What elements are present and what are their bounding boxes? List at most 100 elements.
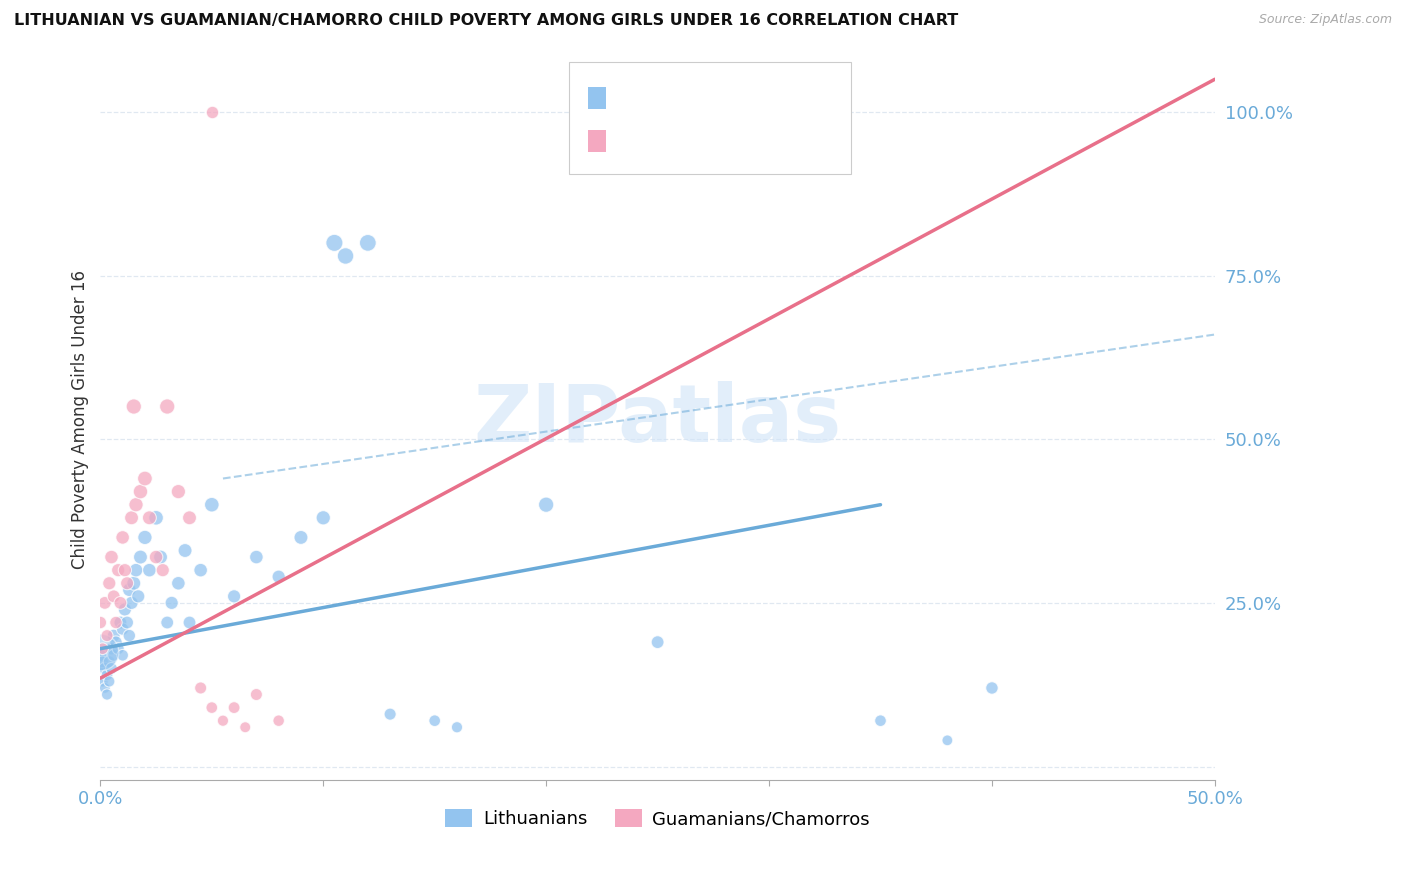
Point: [129, 484, 152, 499]
Point: [89, 645, 111, 659]
Point: [98, 674, 121, 689]
Point: [145, 550, 167, 565]
Point: [152, 563, 174, 577]
Point: [156, 400, 179, 414]
Text: 55: 55: [748, 88, 770, 107]
Point: [94, 661, 117, 675]
Point: [179, 615, 201, 630]
Point: [212, 714, 235, 728]
Point: [98, 655, 121, 669]
Point: [167, 576, 190, 591]
Point: [290, 530, 312, 544]
Text: R =: R =: [614, 88, 651, 107]
Point: [100, 641, 122, 656]
Point: [114, 563, 136, 577]
Point: [134, 471, 156, 485]
Point: [114, 602, 136, 616]
Point: [104, 615, 127, 630]
Point: [118, 582, 141, 597]
Point: [98, 576, 121, 591]
Point: [179, 510, 201, 524]
Point: [111, 648, 134, 663]
Point: [104, 635, 127, 649]
Point: [115, 576, 138, 591]
Point: [156, 615, 179, 630]
Point: [936, 733, 959, 747]
Point: [115, 615, 138, 630]
Point: [96, 668, 118, 682]
Point: [100, 550, 122, 565]
Point: [107, 641, 129, 656]
Point: [534, 498, 557, 512]
Point: [89, 661, 111, 675]
Point: [222, 590, 245, 604]
Point: [125, 498, 148, 512]
Point: [160, 596, 183, 610]
Text: ZIPatlas: ZIPatlas: [474, 381, 842, 458]
Point: [91, 641, 114, 656]
Point: [174, 543, 197, 558]
Point: [267, 570, 290, 584]
Point: [121, 510, 143, 524]
Point: [981, 681, 1004, 695]
Point: [110, 615, 132, 630]
Text: 32: 32: [748, 132, 772, 150]
Legend: Lithuanians, Guamanians/Chamorros: Lithuanians, Guamanians/Chamorros: [437, 802, 877, 836]
Point: [222, 700, 245, 714]
Point: [96, 688, 118, 702]
Text: N =: N =: [706, 132, 754, 150]
Point: [107, 563, 129, 577]
Text: N =: N =: [706, 88, 754, 107]
Point: [125, 563, 148, 577]
Point: [312, 510, 335, 524]
Point: [335, 249, 357, 263]
Point: [111, 530, 134, 544]
Point: [446, 720, 468, 734]
Point: [138, 563, 160, 577]
Point: [121, 596, 143, 610]
Point: [127, 590, 149, 604]
Text: Source: ZipAtlas.com: Source: ZipAtlas.com: [1258, 13, 1392, 27]
Point: [103, 590, 125, 604]
Point: [647, 635, 669, 649]
Point: [145, 510, 167, 524]
Text: 0.250: 0.250: [654, 88, 706, 107]
Point: [201, 700, 224, 714]
Text: R =: R =: [614, 132, 651, 150]
Point: [201, 105, 224, 120]
Y-axis label: Child Poverty Among Girls Under 16: Child Poverty Among Girls Under 16: [72, 270, 89, 569]
Point: [94, 596, 117, 610]
Point: [378, 707, 401, 722]
Point: [233, 720, 256, 734]
Point: [111, 622, 134, 636]
Point: [89, 648, 111, 663]
Point: [129, 550, 152, 565]
Point: [190, 563, 212, 577]
Point: [869, 714, 891, 728]
Point: [134, 530, 156, 544]
Point: [110, 596, 132, 610]
Point: [122, 576, 145, 591]
Point: [267, 714, 290, 728]
Point: [357, 235, 380, 250]
Point: [103, 648, 125, 663]
Point: [423, 714, 446, 728]
Point: [190, 681, 212, 695]
Point: [94, 681, 117, 695]
Point: [118, 629, 141, 643]
Point: [323, 235, 346, 250]
Point: [91, 655, 114, 669]
Point: [103, 629, 125, 643]
Point: [245, 550, 267, 565]
Point: [100, 661, 122, 675]
Point: [245, 688, 267, 702]
Point: [167, 484, 190, 499]
Text: 0.713: 0.713: [654, 132, 706, 150]
Point: [91, 674, 114, 689]
Point: [201, 498, 224, 512]
Point: [122, 400, 145, 414]
Point: [96, 629, 118, 643]
Text: LITHUANIAN VS GUAMANIAN/CHAMORRO CHILD POVERTY AMONG GIRLS UNDER 16 CORRELATION : LITHUANIAN VS GUAMANIAN/CHAMORRO CHILD P…: [14, 13, 959, 29]
Point: [138, 510, 160, 524]
Point: [89, 615, 111, 630]
